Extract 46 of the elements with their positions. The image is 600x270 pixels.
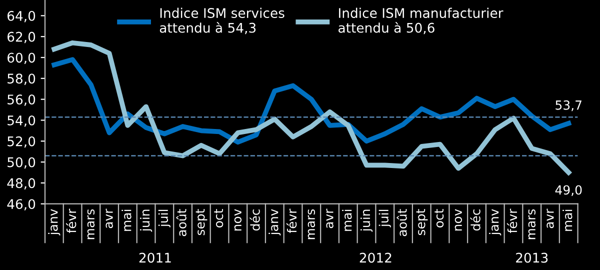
x-tick-label: août xyxy=(396,209,407,236)
y-tick-label: 54,0 xyxy=(8,115,36,127)
text: 2012 xyxy=(360,252,392,263)
x-tick-label: oct xyxy=(434,209,444,228)
y-tick-label: 58,0 xyxy=(8,74,36,85)
data-label: 53,7 xyxy=(556,100,582,112)
x-tick-label: févr xyxy=(66,208,76,234)
y-tick-label: 48,0 xyxy=(7,178,36,190)
x-tick-label: mai xyxy=(562,210,572,231)
x-tick-label: sept xyxy=(416,209,428,236)
x-tick-label: juil xyxy=(158,210,170,228)
x-tick-label: janv xyxy=(268,209,281,236)
y-tick-label: 56,0 xyxy=(8,94,36,106)
x-tick-label: mars xyxy=(308,209,316,240)
x-tick-label: janv xyxy=(489,209,502,236)
x-tick-label: sept xyxy=(196,209,208,236)
y-tick-label: 52,0 xyxy=(8,136,36,148)
x-tick-label: mars xyxy=(528,209,536,240)
x-tick-label: mai xyxy=(122,210,132,231)
x-tick-label: avr xyxy=(326,208,334,228)
x-tick-label: août xyxy=(176,209,186,236)
text: 2011 xyxy=(139,252,171,263)
data-label: 49,0 xyxy=(555,185,582,196)
y-tick-label: 46,0 xyxy=(7,199,36,210)
x-tick-label: janv xyxy=(48,209,60,236)
x-tick-label: nov xyxy=(234,209,242,231)
x-tick-label: juil xyxy=(378,210,391,228)
x-tick-label: avr xyxy=(546,208,554,228)
legend-label: Indice ISM manufacturier attendu à 50,6 xyxy=(338,8,504,34)
x-tick-label: déc xyxy=(470,209,480,231)
x-tick-label: juin xyxy=(140,210,152,232)
legend-label: Indice ISM services attendu à 54,3 xyxy=(160,8,284,34)
x-tick-label: nov xyxy=(454,209,462,231)
x-tick-label: mai xyxy=(342,210,352,231)
x-tick-label: mars xyxy=(87,209,95,240)
y-tick-label: 60,0 xyxy=(8,52,36,64)
x-tick-label: févr xyxy=(286,208,297,234)
x-tick-label: févr xyxy=(506,208,518,234)
y-tick-label: 62,0 xyxy=(8,32,36,44)
x-tick-label: juin xyxy=(360,210,373,232)
text: 2013 xyxy=(516,252,548,263)
y-tick-label: 64,0 xyxy=(8,10,36,22)
x-tick-label: oct xyxy=(214,209,224,228)
x-tick-label: avr xyxy=(106,208,113,228)
y-tick-label: 50,0 xyxy=(8,157,36,169)
x-tick-label: déc xyxy=(250,209,260,231)
